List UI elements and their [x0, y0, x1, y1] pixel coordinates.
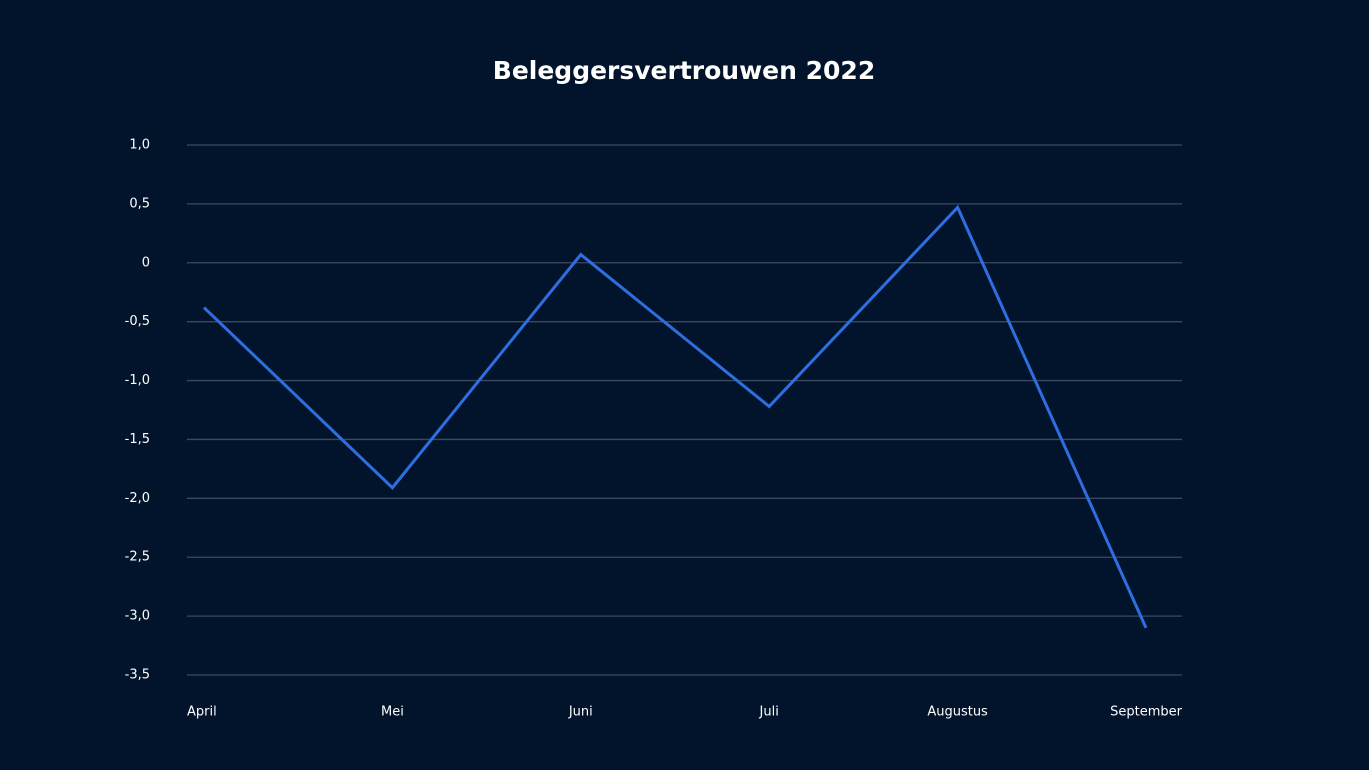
y-tick-label: -2,5: [125, 550, 150, 565]
y-tick-label: 0: [142, 255, 150, 270]
y-tick-label: 0,5: [129, 196, 150, 211]
x-tick-label: Juni: [568, 705, 593, 720]
data-line: [202, 204, 1148, 629]
y-tick-label: -3,0: [125, 609, 150, 624]
x-tick-label: September: [1110, 705, 1183, 720]
x-tick-label: April: [187, 705, 217, 720]
x-tick-label: Augustus: [927, 705, 988, 720]
y-tick-label: -1,0: [125, 373, 150, 388]
x-tick-label: Mei: [381, 705, 404, 720]
y-tick-label: -2,0: [125, 491, 150, 506]
chart-title: Beleggersvertrouwen 2022: [493, 56, 875, 85]
y-tick-label: -3,5: [125, 668, 150, 683]
y-tick-label: -0,5: [125, 314, 150, 329]
y-tick-label: -1,5: [125, 432, 150, 447]
y-tick-label: 1,0: [129, 138, 150, 153]
x-tick-label: Juli: [759, 705, 779, 720]
